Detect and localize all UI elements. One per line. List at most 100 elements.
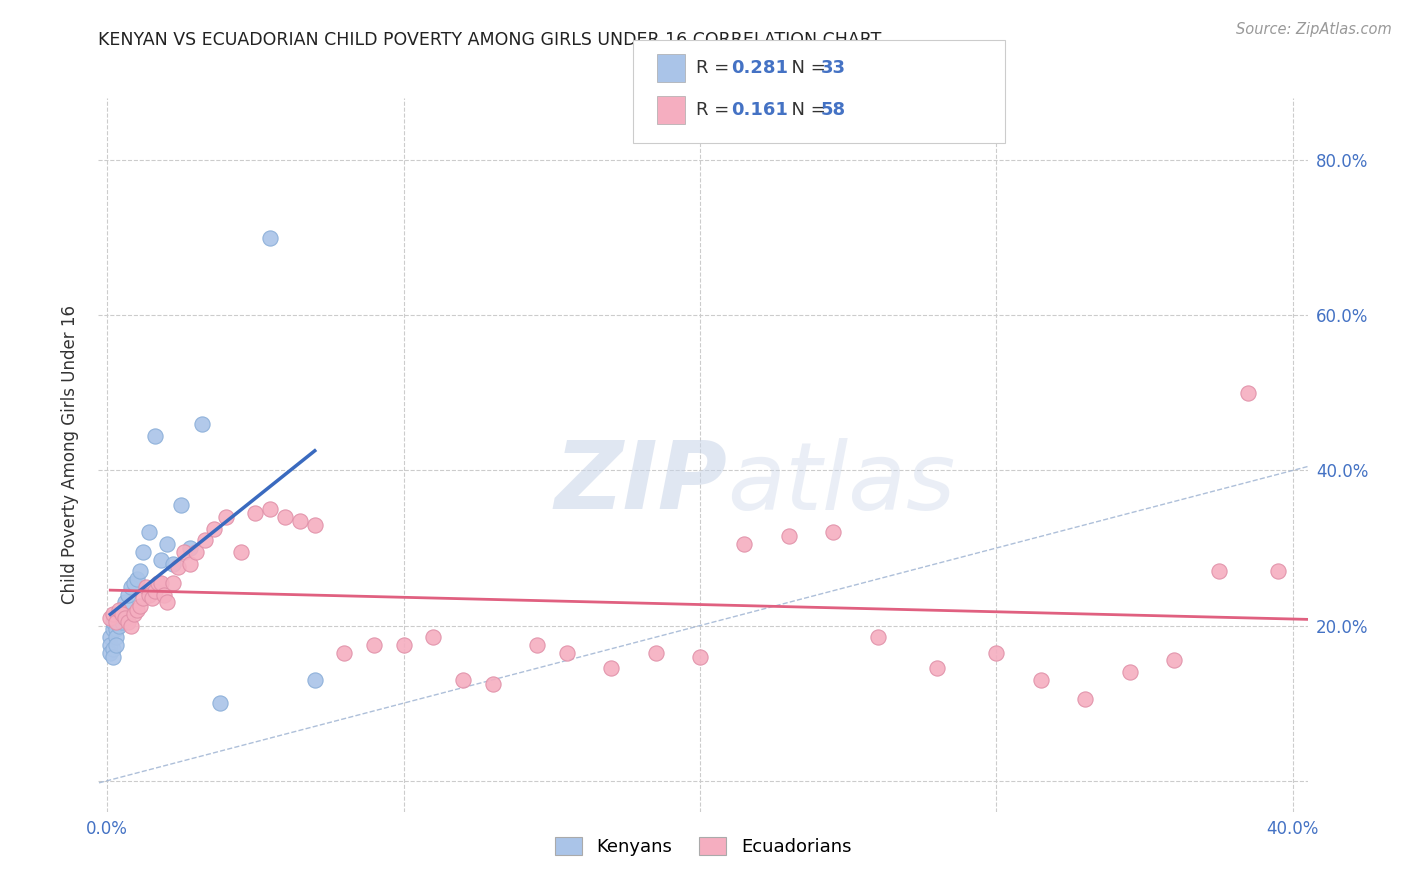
Point bbox=[122, 575, 145, 590]
Point bbox=[98, 638, 121, 652]
Point bbox=[108, 603, 131, 617]
Point bbox=[98, 611, 121, 625]
Point bbox=[103, 615, 125, 629]
Text: Source: ZipAtlas.com: Source: ZipAtlas.com bbox=[1236, 22, 1392, 37]
Point bbox=[422, 630, 444, 644]
Point bbox=[103, 649, 125, 664]
Point bbox=[451, 673, 474, 687]
Point bbox=[155, 537, 177, 551]
Point bbox=[229, 545, 252, 559]
Point bbox=[186, 545, 208, 559]
Point bbox=[98, 646, 121, 660]
Text: R =: R = bbox=[696, 101, 735, 119]
Point bbox=[108, 618, 131, 632]
Point bbox=[132, 591, 155, 606]
Point bbox=[111, 607, 134, 621]
Point bbox=[194, 533, 217, 548]
Point bbox=[179, 541, 201, 555]
Point bbox=[288, 514, 311, 528]
Text: 0.161: 0.161 bbox=[731, 101, 787, 119]
Point bbox=[179, 557, 201, 571]
Y-axis label: Child Poverty Among Girls Under 16: Child Poverty Among Girls Under 16 bbox=[60, 305, 79, 605]
Point bbox=[117, 615, 139, 629]
Point bbox=[191, 417, 214, 431]
Point bbox=[155, 595, 177, 609]
Point bbox=[162, 575, 184, 590]
Point bbox=[117, 588, 139, 602]
Point bbox=[149, 575, 172, 590]
Point bbox=[135, 580, 157, 594]
Point bbox=[866, 630, 889, 644]
Point bbox=[141, 591, 163, 606]
Point bbox=[215, 510, 238, 524]
Point bbox=[259, 502, 281, 516]
Point bbox=[689, 649, 711, 664]
Point bbox=[162, 557, 184, 571]
Point bbox=[111, 607, 134, 621]
Point bbox=[138, 588, 160, 602]
Text: KENYAN VS ECUADORIAN CHILD POVERTY AMONG GIRLS UNDER 16 CORRELATION CHART: KENYAN VS ECUADORIAN CHILD POVERTY AMONG… bbox=[98, 31, 882, 49]
Point bbox=[363, 638, 385, 652]
Point bbox=[927, 661, 949, 675]
Point bbox=[167, 560, 190, 574]
Point bbox=[149, 552, 172, 566]
Point bbox=[125, 572, 148, 586]
Point bbox=[120, 618, 142, 632]
Point bbox=[111, 611, 134, 625]
Point bbox=[129, 599, 152, 614]
Text: N =: N = bbox=[780, 101, 832, 119]
Point bbox=[333, 646, 356, 660]
Legend: Kenyans, Ecuadorians: Kenyans, Ecuadorians bbox=[547, 830, 859, 863]
Point bbox=[143, 428, 166, 442]
Point bbox=[274, 510, 297, 524]
Point bbox=[120, 580, 142, 594]
Text: 58: 58 bbox=[821, 101, 846, 119]
Point bbox=[986, 646, 1008, 660]
Point bbox=[173, 545, 195, 559]
Point bbox=[143, 583, 166, 598]
Point bbox=[114, 611, 136, 625]
Point bbox=[103, 641, 125, 656]
Point bbox=[105, 638, 128, 652]
Point bbox=[600, 661, 623, 675]
Point bbox=[1237, 385, 1260, 400]
Point bbox=[138, 525, 160, 540]
Point bbox=[111, 615, 134, 629]
Point bbox=[304, 517, 326, 532]
Text: N =: N = bbox=[780, 59, 832, 77]
Point bbox=[1163, 653, 1185, 667]
Point bbox=[734, 537, 756, 551]
Text: ZIP: ZIP bbox=[554, 437, 727, 530]
Point bbox=[392, 638, 415, 652]
Point bbox=[259, 231, 281, 245]
Point bbox=[1208, 564, 1230, 578]
Point bbox=[1267, 564, 1289, 578]
Point bbox=[103, 607, 125, 621]
Point bbox=[152, 588, 174, 602]
Point bbox=[304, 673, 326, 687]
Point bbox=[114, 595, 136, 609]
Point bbox=[170, 499, 193, 513]
Point bbox=[108, 607, 131, 621]
Point bbox=[105, 630, 128, 644]
Point bbox=[208, 696, 231, 710]
Text: R =: R = bbox=[696, 59, 735, 77]
Point bbox=[245, 506, 267, 520]
Point bbox=[122, 607, 145, 621]
Point bbox=[1119, 665, 1142, 679]
Point bbox=[823, 525, 845, 540]
Point bbox=[125, 603, 148, 617]
Point bbox=[132, 545, 155, 559]
Point bbox=[1029, 673, 1052, 687]
Point bbox=[481, 677, 503, 691]
Text: atlas: atlas bbox=[727, 438, 956, 529]
Point bbox=[105, 615, 128, 629]
Point bbox=[146, 575, 169, 590]
Point bbox=[103, 623, 125, 637]
Point bbox=[555, 646, 578, 660]
Point bbox=[98, 630, 121, 644]
Point bbox=[1074, 692, 1097, 706]
Point bbox=[644, 646, 666, 660]
Point bbox=[778, 529, 800, 543]
Point bbox=[202, 522, 225, 536]
